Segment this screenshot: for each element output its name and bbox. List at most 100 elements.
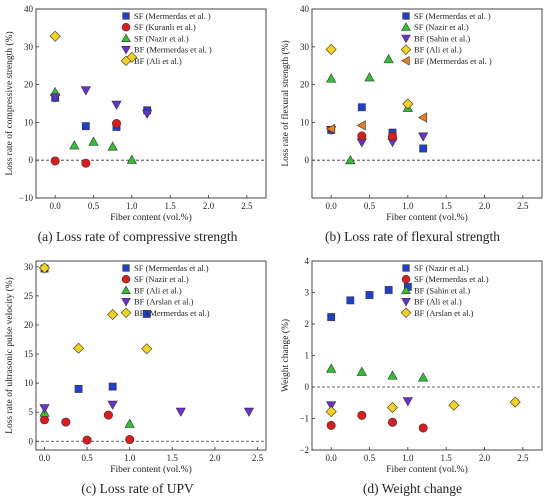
chart-svg-flexural-strength: 0.0 0.5 1.0 1.5 2.0 2.5 0 10 20 30 40 Fiber content…: [280, 4, 543, 223]
data-point: [126, 154, 137, 164]
data-point: [112, 119, 122, 129]
x-tick-label: 1.5: [441, 453, 453, 463]
x-tick-label: 0.0: [326, 453, 338, 463]
data-point: [419, 144, 428, 153]
data-point: [49, 30, 61, 42]
legend-label: BF (Sahin et al.): [414, 285, 470, 295]
legend-marker: [401, 285, 411, 295]
series-0-points: [327, 282, 412, 321]
data-point: [50, 156, 60, 166]
data-point: [364, 72, 375, 82]
data-point: [326, 401, 337, 411]
data-point: [50, 93, 61, 103]
data-point: [388, 417, 398, 427]
data-point: [325, 406, 337, 418]
x-tick-label: 0.0: [50, 201, 62, 211]
data-point: [124, 418, 135, 428]
y-tick-label: 0: [305, 382, 310, 392]
x-tick-label: 1.0: [126, 201, 138, 211]
data-point: [418, 372, 429, 382]
series-2-points: [326, 363, 429, 382]
x-tick-label: 1.5: [167, 453, 179, 463]
x-tick-label: 0.5: [81, 453, 93, 463]
plot-frame: [311, 8, 543, 199]
x-tick-label: 2.0: [203, 201, 215, 211]
data-point: [388, 131, 398, 141]
data-point: [141, 343, 153, 355]
legend-label: SF (Nazir et al.): [134, 33, 189, 43]
data-point: [126, 51, 138, 63]
legend-label: BF (Ali et al.): [414, 45, 462, 55]
legend-marker: [120, 55, 132, 67]
x-tick-label: 1.0: [124, 453, 136, 463]
x-tick-label: 2.5: [252, 453, 264, 463]
legend-label: BF (Mermerdas et al. ): [134, 45, 212, 55]
legend-marker: [121, 285, 131, 295]
data-point: [418, 423, 428, 433]
data-point: [384, 286, 393, 294]
x-tick-label: 1.0: [402, 453, 414, 463]
data-point: [125, 435, 135, 445]
data-point: [107, 308, 119, 321]
data-point: [74, 385, 83, 393]
data-point: [356, 120, 366, 131]
plot-frame: [35, 260, 267, 451]
x-tick-label: 0.0: [326, 201, 338, 211]
legend-label: BF (Ali et al.): [414, 297, 462, 307]
y-axis-label: Weight change (%): [280, 319, 291, 392]
legend-label: BF (Arslan et al.): [414, 308, 474, 318]
data-point: [357, 410, 367, 420]
y-tick-label: 1: [305, 351, 310, 361]
legend-marker: [401, 22, 411, 31]
data-point: [61, 417, 71, 427]
y-tick-label: 2: [305, 319, 310, 329]
data-point: [448, 399, 460, 411]
caption-flexural-strength: (b) Loss rate of flexural strength: [324, 229, 501, 244]
series-3-points: [325, 43, 414, 110]
legend-label: SF (Mermerdas et al.): [414, 274, 489, 284]
data-point: [326, 420, 336, 430]
legend-label: SF (Mermerdas et al.): [134, 263, 209, 273]
data-point: [345, 154, 356, 165]
legend-label: SF (Nazir et al.): [414, 22, 469, 32]
data-point: [40, 415, 50, 425]
legend-marker: [400, 307, 412, 319]
x-axis-label: Fiber content (vol.%): [386, 212, 468, 223]
legend-label: BF (Ali et al.): [134, 285, 182, 295]
data-point: [402, 98, 414, 110]
y-tick-label: 20: [300, 80, 310, 90]
x-tick-label: 1.5: [441, 201, 453, 211]
y-tick-label: 10: [300, 117, 310, 127]
legend-marker: [400, 44, 412, 55]
legend-marker: [122, 12, 130, 20]
data-point: [357, 103, 366, 112]
legend-marker: [401, 34, 411, 44]
series-4-points: [38, 262, 153, 355]
x-tick-label: 2.5: [517, 453, 529, 463]
panel-upv: 0.0 0.5 1.0 1.5 2.0 2.5 0 5 10 15 20 25 30 Fiber cont…: [0, 252, 275, 503]
legend-marker: [402, 12, 410, 20]
y-tick-label: −1: [299, 414, 309, 424]
legend-label: SF (Mermerdas et al. ): [414, 11, 491, 21]
x-tick-label: 0.0: [39, 453, 51, 463]
legend-label: SF (Mermerdas et al. ): [134, 11, 211, 21]
caption-weight-change: (d) Weight change: [362, 481, 463, 496]
data-point: [243, 407, 255, 417]
data-point: [327, 313, 336, 321]
series-3-points: [39, 400, 255, 417]
panel-flexural-strength: 0.0 0.5 1.0 1.5 2.0 2.5 0 10 20 30 40 Fiber content…: [275, 0, 550, 251]
y-tick-label: 0: [29, 436, 34, 446]
y-tick-label: 25: [24, 291, 34, 301]
series-4-points: [325, 396, 521, 418]
y-tick-label: 10: [24, 378, 34, 388]
legend-marker: [122, 264, 130, 272]
chart-svg-upv: 0.0 0.5 1.0 1.5 2.0 2.5 0 5 10 15 20 25 30 Fiber cont…: [4, 260, 267, 475]
legend-marker: [121, 297, 131, 307]
legend-marker: [402, 264, 410, 272]
x-tick-label: 2.5: [517, 201, 529, 211]
data-point: [38, 262, 51, 274]
data-point: [82, 435, 92, 445]
data-point: [418, 132, 429, 142]
y-tick-label: 10: [24, 117, 34, 127]
